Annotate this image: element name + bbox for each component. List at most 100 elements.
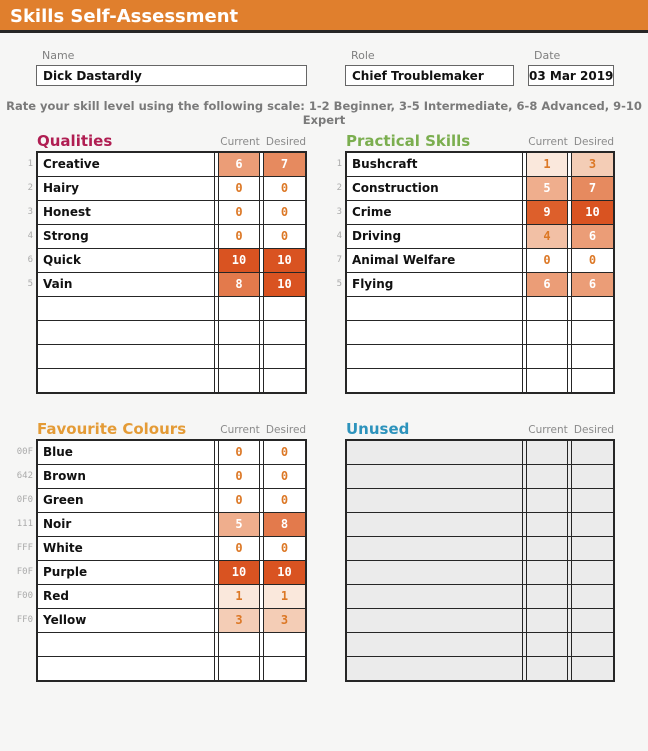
- current-value-cell[interactable]: 5: [526, 177, 568, 200]
- current-value-cell[interactable]: [218, 633, 260, 656]
- desired-value-cell[interactable]: 3: [571, 153, 613, 176]
- date-input[interactable]: 03 Mar 2019: [528, 65, 614, 86]
- skill-name-cell[interactable]: [347, 369, 523, 392]
- skill-name-cell[interactable]: [38, 345, 215, 368]
- current-value-cell[interactable]: 1: [526, 153, 568, 176]
- desired-value-cell[interactable]: [571, 657, 613, 680]
- desired-value-cell[interactable]: [571, 633, 613, 656]
- current-value-cell[interactable]: [218, 657, 260, 680]
- current-value-cell[interactable]: [526, 561, 568, 584]
- current-value-cell[interactable]: 6: [526, 273, 568, 296]
- desired-value-cell[interactable]: 0: [263, 537, 305, 560]
- skill-name-cell[interactable]: Quick: [38, 249, 215, 272]
- skill-name-cell[interactable]: White: [38, 537, 215, 560]
- desired-value-cell[interactable]: 0: [263, 225, 305, 248]
- skill-name-cell[interactable]: [347, 657, 523, 680]
- skill-name-cell[interactable]: [347, 489, 523, 512]
- skill-name-cell[interactable]: Blue: [38, 441, 215, 464]
- current-value-cell[interactable]: 0: [218, 465, 260, 488]
- skill-name-cell[interactable]: [347, 345, 523, 368]
- current-value-cell[interactable]: [526, 633, 568, 656]
- desired-value-cell[interactable]: [571, 321, 613, 344]
- current-value-cell[interactable]: 10: [218, 249, 260, 272]
- desired-value-cell[interactable]: [263, 633, 305, 656]
- skill-name-cell[interactable]: Animal Welfare: [347, 249, 523, 272]
- desired-value-cell[interactable]: 10: [263, 561, 305, 584]
- desired-value-cell[interactable]: [571, 465, 613, 488]
- current-value-cell[interactable]: [526, 369, 568, 392]
- desired-value-cell[interactable]: 0: [571, 249, 613, 272]
- current-value-cell[interactable]: [526, 345, 568, 368]
- desired-value-cell[interactable]: [571, 585, 613, 608]
- current-value-cell[interactable]: [526, 585, 568, 608]
- desired-value-cell[interactable]: [571, 369, 613, 392]
- current-value-cell[interactable]: [526, 537, 568, 560]
- desired-value-cell[interactable]: 7: [263, 153, 305, 176]
- current-value-cell[interactable]: [526, 657, 568, 680]
- desired-value-cell[interactable]: 0: [263, 201, 305, 224]
- desired-value-cell[interactable]: 0: [263, 177, 305, 200]
- current-value-cell[interactable]: [218, 369, 260, 392]
- skill-name-cell[interactable]: Construction: [347, 177, 523, 200]
- desired-value-cell[interactable]: 0: [263, 489, 305, 512]
- skill-name-cell[interactable]: [347, 561, 523, 584]
- desired-value-cell[interactable]: [571, 297, 613, 320]
- current-value-cell[interactable]: [526, 297, 568, 320]
- current-value-cell[interactable]: [526, 441, 568, 464]
- skill-name-cell[interactable]: [347, 441, 523, 464]
- desired-value-cell[interactable]: 6: [571, 273, 613, 296]
- skill-name-cell[interactable]: Purple: [38, 561, 215, 584]
- desired-value-cell[interactable]: 7: [571, 177, 613, 200]
- desired-value-cell[interactable]: 0: [263, 465, 305, 488]
- current-value-cell[interactable]: 9: [526, 201, 568, 224]
- skill-name-cell[interactable]: Strong: [38, 225, 215, 248]
- desired-value-cell[interactable]: [571, 489, 613, 512]
- desired-value-cell[interactable]: 10: [263, 249, 305, 272]
- current-value-cell[interactable]: 4: [526, 225, 568, 248]
- current-value-cell[interactable]: 3: [218, 609, 260, 632]
- current-value-cell[interactable]: 8: [218, 273, 260, 296]
- skill-name-cell[interactable]: Yellow: [38, 609, 215, 632]
- current-value-cell[interactable]: [218, 345, 260, 368]
- current-value-cell[interactable]: 5: [218, 513, 260, 536]
- skill-name-cell[interactable]: Vain: [38, 273, 215, 296]
- current-value-cell[interactable]: 1: [218, 585, 260, 608]
- current-value-cell[interactable]: 10: [218, 561, 260, 584]
- skill-name-cell[interactable]: Honest: [38, 201, 215, 224]
- desired-value-cell[interactable]: [263, 297, 305, 320]
- skill-name-cell[interactable]: [38, 657, 215, 680]
- name-input[interactable]: Dick Dastardly: [36, 65, 307, 86]
- desired-value-cell[interactable]: 10: [571, 201, 613, 224]
- desired-value-cell[interactable]: [571, 609, 613, 632]
- current-value-cell[interactable]: 0: [218, 225, 260, 248]
- skill-name-cell[interactable]: Bushcraft: [347, 153, 523, 176]
- desired-value-cell[interactable]: [571, 345, 613, 368]
- current-value-cell[interactable]: [526, 321, 568, 344]
- role-input[interactable]: Chief Troublemaker: [345, 65, 514, 86]
- current-value-cell[interactable]: [526, 489, 568, 512]
- desired-value-cell[interactable]: [263, 321, 305, 344]
- desired-value-cell[interactable]: [571, 561, 613, 584]
- skill-name-cell[interactable]: [347, 585, 523, 608]
- current-value-cell[interactable]: 0: [218, 201, 260, 224]
- desired-value-cell[interactable]: [571, 441, 613, 464]
- skill-name-cell[interactable]: Crime: [347, 201, 523, 224]
- current-value-cell[interactable]: 0: [526, 249, 568, 272]
- desired-value-cell[interactable]: 8: [263, 513, 305, 536]
- skill-name-cell[interactable]: [347, 537, 523, 560]
- skill-name-cell[interactable]: Flying: [347, 273, 523, 296]
- skill-name-cell[interactable]: Green: [38, 489, 215, 512]
- current-value-cell[interactable]: 0: [218, 177, 260, 200]
- skill-name-cell[interactable]: [38, 369, 215, 392]
- current-value-cell[interactable]: [218, 297, 260, 320]
- desired-value-cell[interactable]: [571, 513, 613, 536]
- desired-value-cell[interactable]: [263, 369, 305, 392]
- skill-name-cell[interactable]: [38, 321, 215, 344]
- skill-name-cell[interactable]: [38, 633, 215, 656]
- skill-name-cell[interactable]: [347, 465, 523, 488]
- current-value-cell[interactable]: [526, 609, 568, 632]
- skill-name-cell[interactable]: [347, 609, 523, 632]
- current-value-cell[interactable]: 0: [218, 537, 260, 560]
- skill-name-cell[interactable]: Red: [38, 585, 215, 608]
- current-value-cell[interactable]: [526, 465, 568, 488]
